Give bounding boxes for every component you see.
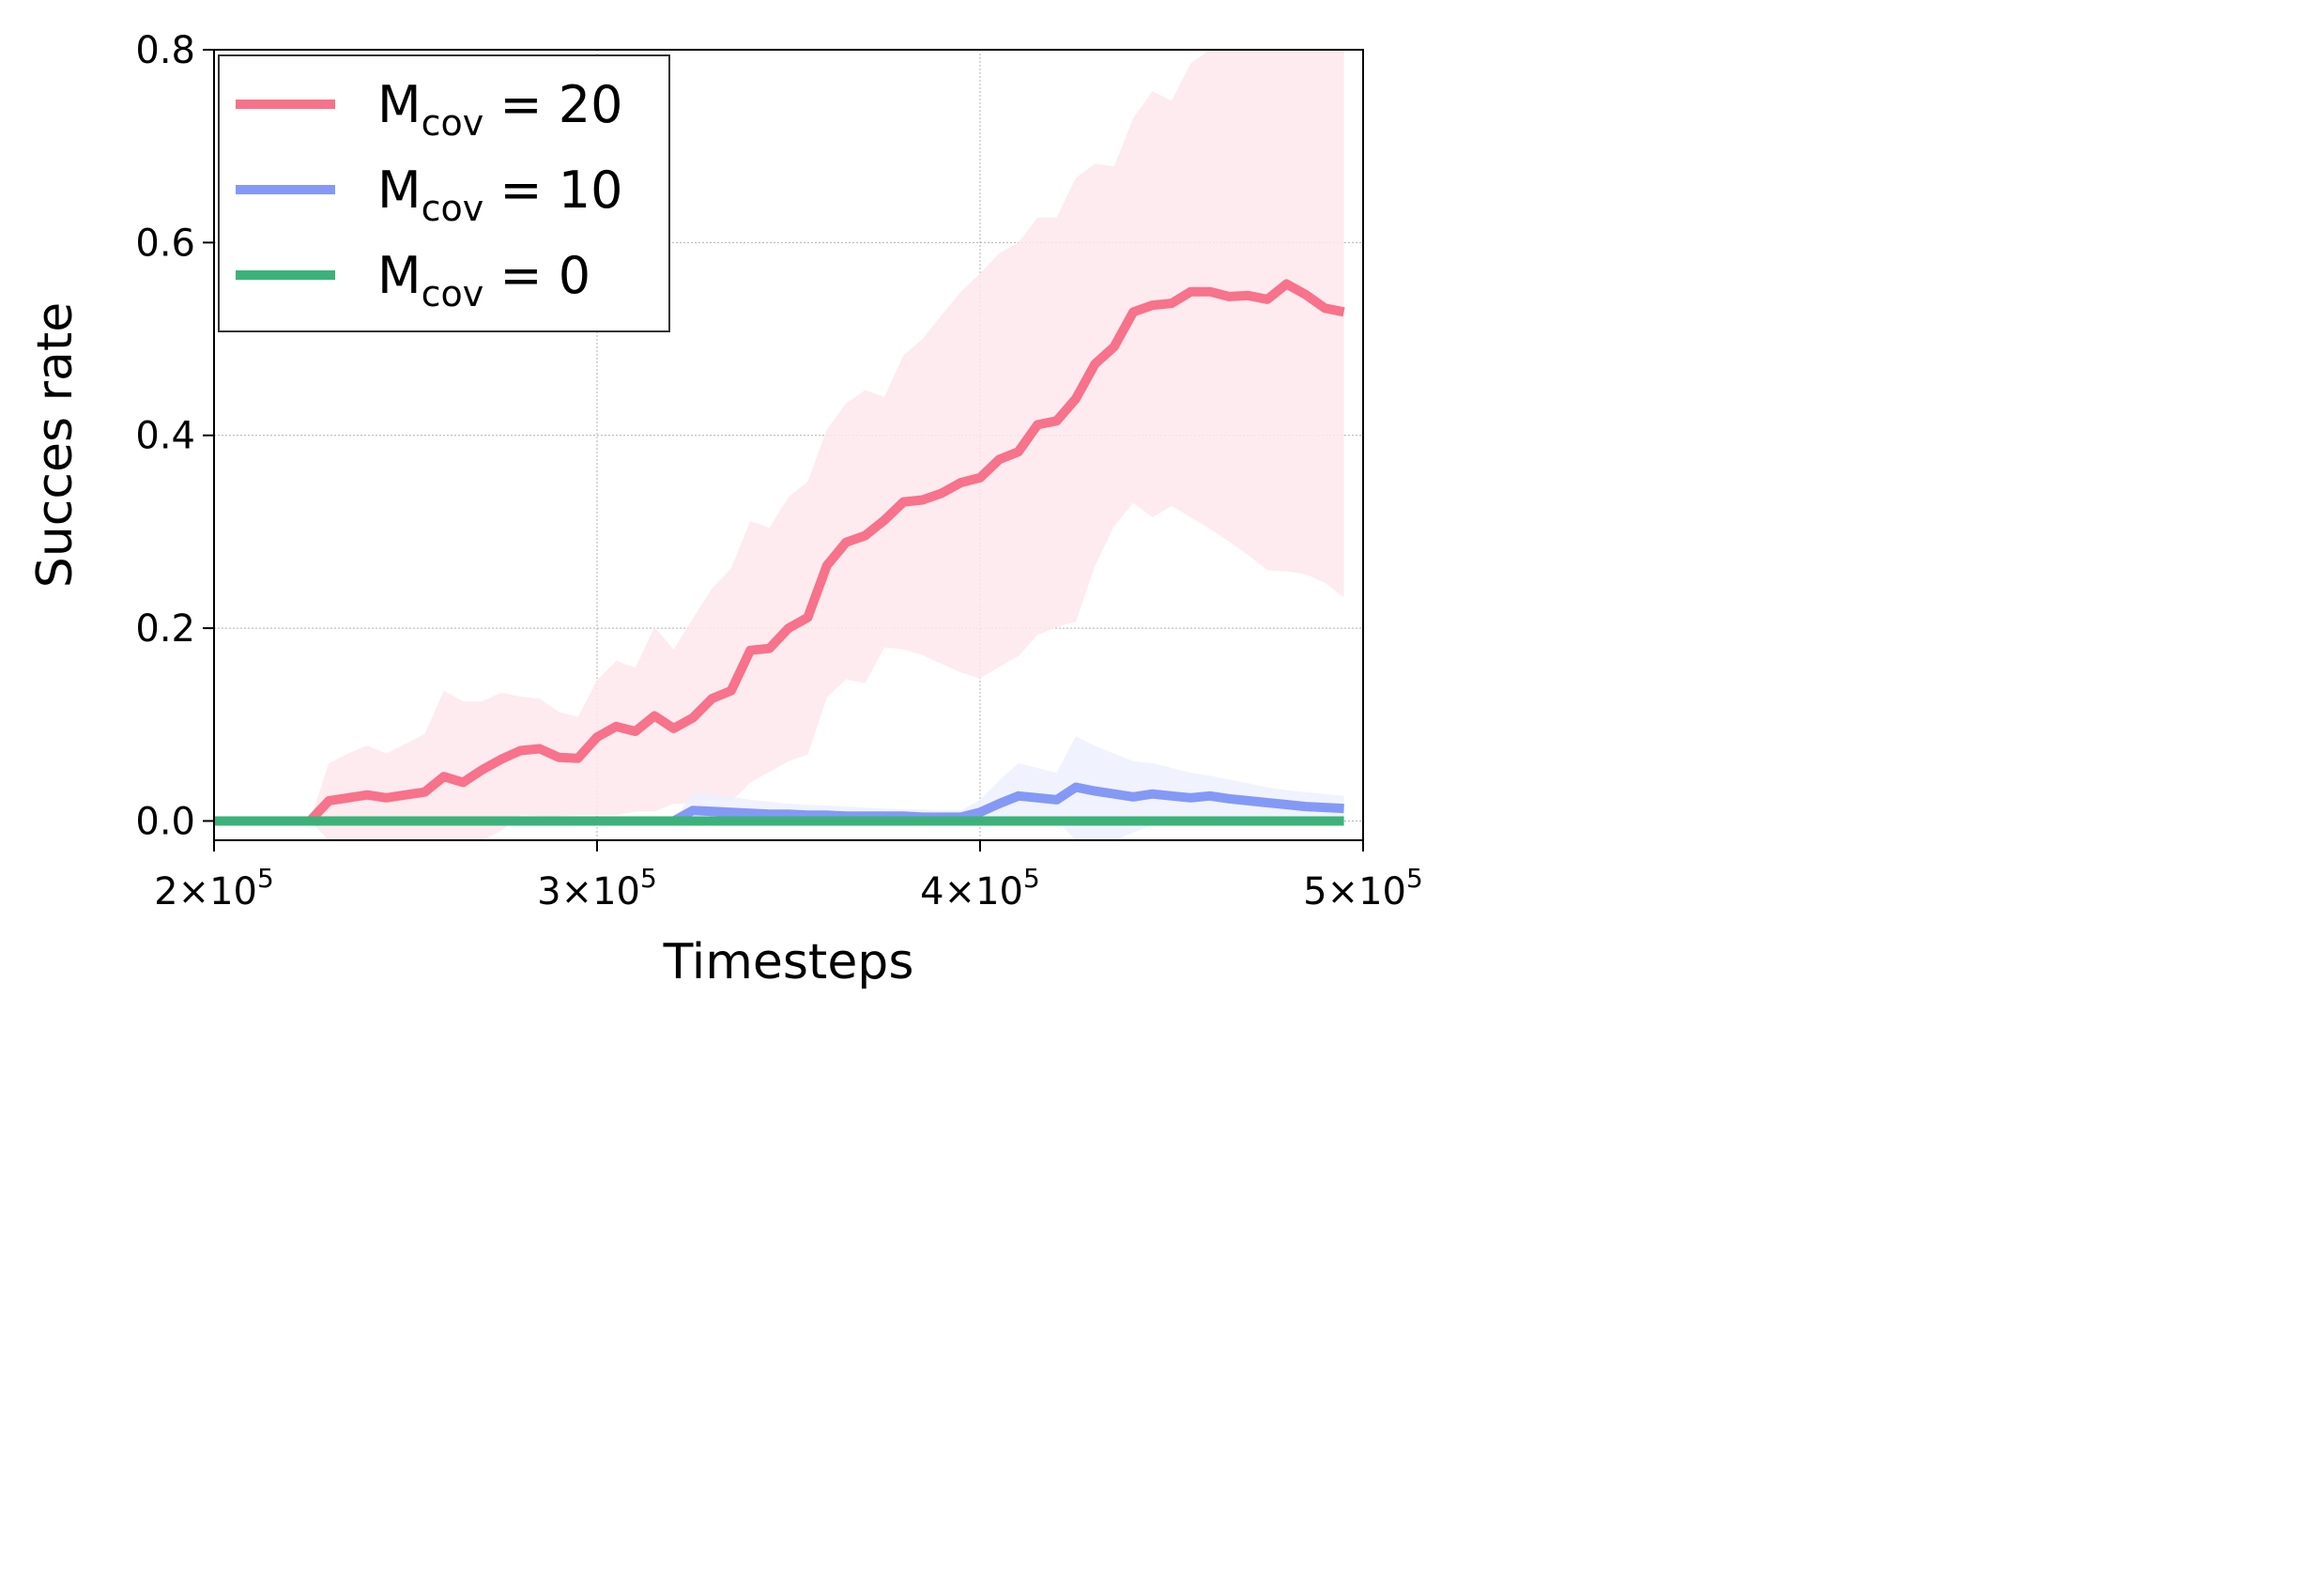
x-tick-label-2: 4×105 [920,863,1040,913]
y-tick-label-1: 0.2 [135,607,195,651]
series-lines [214,279,1345,826]
legend-label-m-cov-20: Mcov = 20 [377,75,623,144]
y-tick-label-2: 0.4 [135,415,195,458]
series-line-m-cov-20 [214,279,1345,826]
y-tick-label-4: 0.8 [135,29,195,72]
legend-label-m-cov-10: Mcov = 10 [377,161,623,229]
y-tick-label-3: 0.6 [135,222,195,265]
x-tick-label-0: 2×105 [154,863,274,913]
confidence-bands [214,50,1344,840]
band-m-cov-20 [214,50,1344,840]
x-axis-label: Timesteps [663,934,914,990]
y-axis-ticks: 0.0 0.2 0.4 0.6 0.8 [135,29,214,843]
y-axis-label: Succes rate [27,302,84,588]
x-axis-ticks: 2×105 3×105 4×105 5×105 [154,840,1423,913]
chart: 2×105 3×105 4×105 5×105 0.0 0.2 0.4 0.6 0.8 Tim… [0,0,1472,1021]
plot-frame [213,49,1364,841]
legend-label-m-cov-0: Mcov = 0 [377,246,590,315]
x-tick-label-3: 5×105 [1303,863,1423,913]
legend: Mcov = 20 Mcov = 10 Mcov = 0 [218,54,670,332]
band-m-cov-10 [214,736,1344,840]
y-tick-label-0: 0.0 [135,800,195,843]
x-tick-label-1: 3×105 [537,863,657,913]
